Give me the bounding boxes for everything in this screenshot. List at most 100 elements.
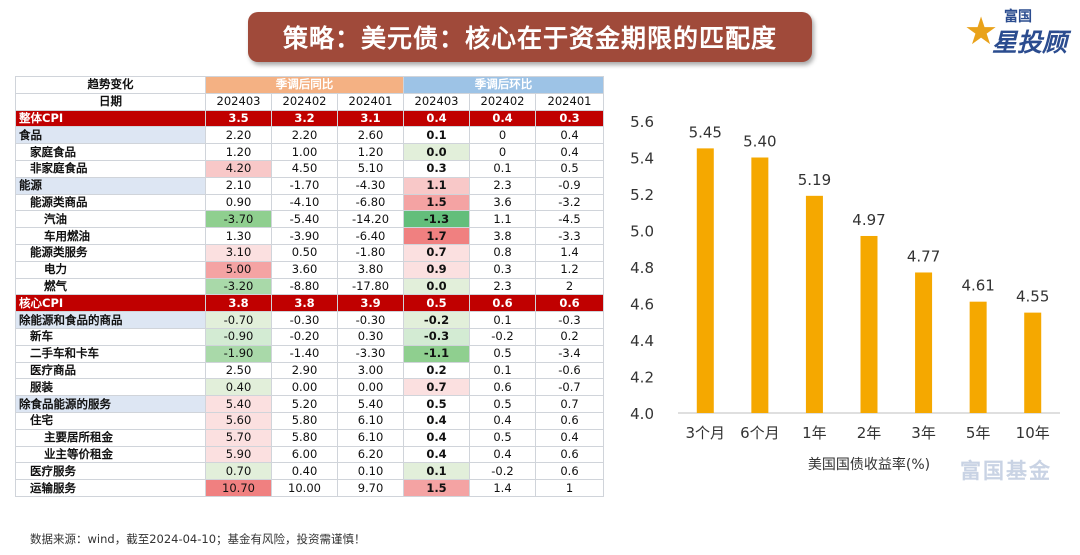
table-row: 整体CPI 3.5 3.2 3.1 0.4 0.4 0.3 bbox=[15, 109, 604, 128]
row-label: 能源类商品 bbox=[15, 193, 206, 212]
value-cell: -8.80 bbox=[271, 277, 338, 296]
row-label: 主要居所租金 bbox=[15, 428, 206, 447]
data-label: 4.97 bbox=[852, 211, 885, 229]
date-cell: 202403 bbox=[205, 92, 272, 111]
value-cell: -1.40 bbox=[271, 344, 338, 363]
row-label: 整体CPI bbox=[15, 109, 206, 128]
header-group-mom: 季调后环比 bbox=[403, 76, 604, 94]
value-cell: 0.4 bbox=[469, 109, 536, 128]
value-cell: 1.20 bbox=[205, 143, 272, 161]
value-cell: 0.70 bbox=[205, 462, 272, 481]
value-cell: 0.50 bbox=[271, 243, 338, 262]
row-label: 医疗商品 bbox=[15, 361, 206, 380]
value-cell: 0.6 bbox=[469, 378, 536, 397]
row-label: 医疗服务 bbox=[15, 462, 206, 481]
value-cell: 0.1 bbox=[403, 126, 470, 145]
brand-line1: 富国 bbox=[1004, 9, 1032, 25]
value-cell: 0.6 bbox=[535, 411, 604, 430]
value-cell: 2.3 bbox=[469, 176, 536, 195]
value-cell: 3.60 bbox=[271, 260, 338, 279]
bar bbox=[915, 272, 933, 413]
table-row: 除能源和食品的商品 -0.70 -0.30 -0.30 -0.2 0.1 -0.3 bbox=[15, 311, 604, 329]
value-cell: 3.8 bbox=[271, 294, 338, 313]
value-cell: 0.00 bbox=[271, 378, 338, 397]
header-date: 日期 bbox=[15, 92, 206, 111]
value-cell: 6.10 bbox=[337, 411, 404, 430]
table-row: 能源类服务 3.10 0.50 -1.80 0.7 0.8 1.4 bbox=[15, 243, 604, 262]
value-cell: 0.4 bbox=[403, 428, 470, 447]
value-cell: 0.1 bbox=[469, 361, 536, 380]
value-cell: 0.2 bbox=[403, 361, 470, 380]
row-label: 新车 bbox=[15, 327, 206, 346]
value-cell: -3.70 bbox=[205, 210, 272, 229]
brand-line2: 星投顾 bbox=[992, 28, 1068, 57]
row-label: 二手车和卡车 bbox=[15, 344, 206, 363]
table-row: 食品 2.20 2.20 2.60 0.1 0 0.4 bbox=[15, 126, 604, 145]
value-cell: -3.90 bbox=[271, 227, 338, 245]
date-cell: 202402 bbox=[271, 92, 338, 111]
y-tick-label: 4.6 bbox=[630, 296, 654, 314]
table-row: 车用燃油 1.30 -3.90 -6.40 1.7 3.8 -3.3 bbox=[15, 227, 604, 245]
value-cell: -4.5 bbox=[535, 210, 604, 229]
value-cell: 0.10 bbox=[337, 462, 404, 481]
table-row: 业主等价租金 5.90 6.00 6.20 0.4 0.4 0.6 bbox=[15, 445, 604, 464]
value-cell: -1.1 bbox=[403, 344, 470, 363]
value-cell: 1.5 bbox=[403, 479, 470, 497]
bar bbox=[751, 157, 769, 413]
value-cell: 4.50 bbox=[271, 159, 338, 178]
value-cell: 2.60 bbox=[337, 126, 404, 145]
value-cell: 10.70 bbox=[205, 479, 272, 497]
value-cell: 3.5 bbox=[205, 109, 272, 128]
value-cell: 0.4 bbox=[403, 109, 470, 128]
value-cell: 5.40 bbox=[205, 395, 272, 413]
bar bbox=[805, 195, 823, 413]
data-label: 5.40 bbox=[743, 133, 776, 151]
row-label: 核心CPI bbox=[15, 294, 206, 313]
value-cell: 2.10 bbox=[205, 176, 272, 195]
value-cell: 0.90 bbox=[205, 193, 272, 212]
value-cell: -0.3 bbox=[535, 311, 604, 329]
value-cell: 5.40 bbox=[337, 395, 404, 413]
table-row: 核心CPI 3.8 3.8 3.9 0.5 0.6 0.6 bbox=[15, 294, 604, 313]
table-row: 汽油 -3.70 -5.40 -14.20 -1.3 1.1 -4.5 bbox=[15, 210, 604, 229]
row-label: 燃气 bbox=[15, 277, 206, 296]
value-cell: 1.2 bbox=[535, 260, 604, 279]
value-cell: -0.2 bbox=[469, 462, 536, 481]
x-tick-label: 3个月 bbox=[686, 424, 726, 442]
value-cell: 0.6 bbox=[535, 445, 604, 464]
y-tick-label: 4.8 bbox=[630, 259, 654, 277]
value-cell: 2.20 bbox=[271, 126, 338, 145]
value-cell: 0.4 bbox=[535, 428, 604, 447]
value-cell: 0.5 bbox=[469, 344, 536, 363]
value-cell: 1 bbox=[535, 479, 604, 497]
value-cell: 0.7 bbox=[535, 395, 604, 413]
y-tick-label: 5.2 bbox=[630, 186, 654, 204]
value-cell: -0.70 bbox=[205, 311, 272, 329]
value-cell: 0.7 bbox=[403, 378, 470, 397]
value-cell: -0.90 bbox=[205, 327, 272, 346]
value-cell: 0.4 bbox=[469, 411, 536, 430]
row-label: 车用燃油 bbox=[15, 227, 206, 245]
y-tick-label: 5.6 bbox=[630, 113, 654, 131]
date-cell: 202401 bbox=[337, 92, 404, 111]
value-cell: 5.20 bbox=[271, 395, 338, 413]
value-cell: 2.50 bbox=[205, 361, 272, 380]
value-cell: 0.7 bbox=[403, 243, 470, 262]
row-label: 除能源和食品的商品 bbox=[15, 311, 206, 329]
value-cell: 3.80 bbox=[337, 260, 404, 279]
value-cell: 5.70 bbox=[205, 428, 272, 447]
data-label: 4.55 bbox=[1016, 288, 1049, 306]
watermark: 富国基金 bbox=[960, 459, 1052, 483]
row-label: 非家庭食品 bbox=[15, 159, 206, 178]
value-cell: 2.20 bbox=[205, 126, 272, 145]
x-tick-label: 2年 bbox=[857, 424, 882, 442]
data-label: 5.19 bbox=[798, 171, 831, 189]
value-cell: 0.8 bbox=[469, 243, 536, 262]
value-cell: 0.4 bbox=[535, 126, 604, 145]
row-label: 除食品能源的服务 bbox=[15, 395, 206, 413]
table-row: 除食品能源的服务 5.40 5.20 5.40 0.5 0.5 0.7 bbox=[15, 395, 604, 413]
value-cell: 0 bbox=[469, 126, 536, 145]
x-axis-label: 美国国债收益率(%) bbox=[808, 456, 930, 473]
value-cell: -0.3 bbox=[403, 327, 470, 346]
value-cell: -0.6 bbox=[535, 361, 604, 380]
